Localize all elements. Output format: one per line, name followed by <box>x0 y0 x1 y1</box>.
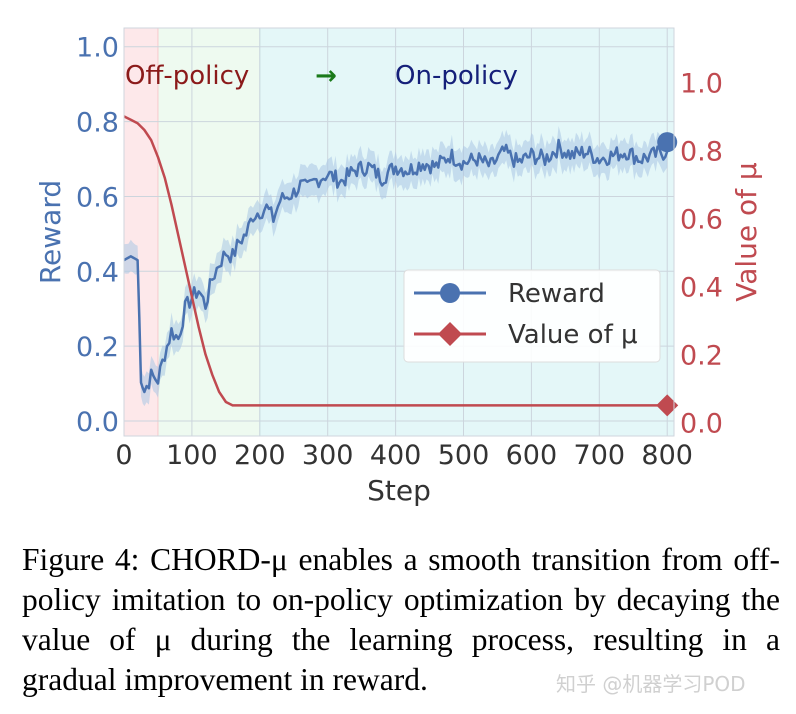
x-tick-200: 200 <box>234 440 286 471</box>
y-right-tick-0.2: 0.2 <box>680 340 723 371</box>
y-right-tick-0.8: 0.8 <box>680 136 723 167</box>
legend: Reward Value of μ <box>403 269 661 363</box>
caption-label: Figure 4: <box>22 542 140 577</box>
reward-line <box>123 138 669 394</box>
chart: 0 100 200 300 400 500 600 700 800 0.00.20.40.60.… <box>34 27 763 507</box>
caption-method-prefix: C <box>150 542 172 577</box>
y-left-tick-1.0: 1.0 <box>76 33 119 64</box>
y-right-tick-labels: 0.0 0.2 0.4 0.6 0.8 1.0 <box>680 68 723 439</box>
x-tick-labels: 0 100 200 300 400 500 600 700 800 <box>115 440 693 471</box>
y-left-tick-0.8: 0.8 <box>76 108 119 139</box>
legend-reward-marker <box>440 283 460 303</box>
on-policy-label: On-policy <box>395 61 518 91</box>
legend-mu-marker <box>438 322 462 346</box>
y-right-tick-0.6: 0.6 <box>680 204 723 235</box>
x-tick-300: 300 <box>302 440 354 471</box>
mu-line <box>123 115 668 407</box>
x-tick-800: 800 <box>641 440 693 471</box>
x-tick-400: 400 <box>370 440 422 471</box>
caption-method-suffix: -μ <box>260 542 288 577</box>
plot-frame <box>123 27 675 437</box>
y-left-tick-0.2: 0.2 <box>76 332 119 363</box>
x-tick-500: 500 <box>438 440 490 471</box>
legend-reward-label: Reward <box>508 279 605 309</box>
y-right-tick-0.4: 0.4 <box>680 272 723 303</box>
phase-arrow: → <box>315 61 337 91</box>
x-tick-100: 100 <box>166 440 218 471</box>
y-right-tick-1.0: 1.0 <box>680 68 723 99</box>
mu-endpoint-marker <box>656 394 679 417</box>
x-tick-600: 600 <box>506 440 558 471</box>
off-policy-label: Off-policy <box>125 61 249 91</box>
watermark: 知乎 @机器学习POD <box>556 672 746 696</box>
region-on-policy <box>259 28 674 436</box>
legend-mu-label: Value of μ <box>508 320 638 350</box>
y-right-axis-label: Value of μ <box>730 162 763 302</box>
caption-method-smallcaps: HORD <box>171 542 261 577</box>
series-lines <box>123 115 679 417</box>
y-left-tick-labels: 0.0 0.2 0.4 0.6 0.8 1.0 <box>76 33 119 438</box>
reward-endpoint-marker <box>657 132 678 153</box>
y-left-tick-0.0: 0.0 <box>76 407 119 438</box>
x-tick-700: 700 <box>574 440 626 471</box>
y-left-tick-0.6: 0.6 <box>76 182 119 213</box>
y-right-tick-0.0: 0.0 <box>680 408 723 439</box>
y-left-tick-0.4: 0.4 <box>76 257 119 288</box>
x-tick-0: 0 <box>115 440 132 471</box>
y-left-axis-label: Reward <box>34 180 67 284</box>
caption-text: enables a smooth transition from off-pol… <box>22 542 780 697</box>
x-axis-label: Step <box>367 474 431 507</box>
figure-caption: Figure 4: CHORD-μ enables a smooth trans… <box>22 540 780 700</box>
